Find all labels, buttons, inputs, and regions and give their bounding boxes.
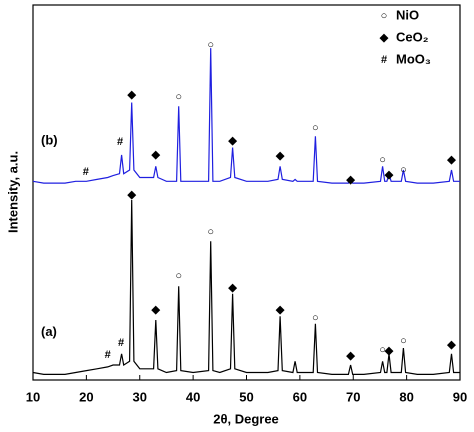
peak-marker: ◆ — [275, 304, 285, 316]
peak-marker: ◆ — [275, 150, 285, 162]
peak-marker: ○ — [379, 344, 386, 356]
x-tick-label: 50 — [239, 389, 253, 404]
x-tick-label: 10 — [26, 389, 40, 404]
peak-marker: ○ — [400, 164, 407, 176]
series-line — [32, 199, 460, 375]
x-tick-label: 60 — [293, 389, 307, 404]
x-tick-label: 70 — [346, 389, 360, 404]
x-tick-label: 40 — [186, 389, 200, 404]
y-axis-label: Intensity, a.u. — [5, 151, 20, 233]
series-line — [32, 48, 460, 184]
peak-marker: ◆ — [227, 135, 237, 147]
x-tick-label: 30 — [133, 389, 147, 404]
peak-marker: ◆ — [227, 282, 237, 294]
legend-label: MoO₃ — [396, 51, 431, 66]
peak-marker: ◆ — [127, 89, 137, 101]
peak-marker: ◆ — [345, 350, 355, 362]
peak-marker: ◆ — [345, 174, 355, 186]
peak-marker: ◆ — [384, 345, 394, 357]
peak-marker: # — [83, 166, 89, 178]
peak-marker: ○ — [379, 154, 386, 166]
peak-marker: # — [117, 136, 123, 148]
legend-label: NiO — [396, 7, 419, 22]
legend-symbol: ○ — [381, 10, 388, 22]
peak-marker: # — [105, 349, 111, 361]
peak-marker: ◆ — [446, 339, 456, 351]
x-tick-label: 80 — [399, 389, 413, 404]
x-tick-label: 20 — [79, 389, 93, 404]
legend-label: CeO₂ — [396, 29, 429, 44]
x-tick-label: 90 — [453, 389, 467, 404]
legend-symbol: # — [381, 54, 387, 66]
peak-marker: ○ — [175, 91, 182, 103]
peak-marker: ◆ — [127, 189, 137, 201]
x-axis-label: 2θ, Degree — [213, 411, 279, 426]
peak-marker: ○ — [175, 270, 182, 282]
legend-symbol: ◆ — [379, 32, 389, 44]
peak-marker: ○ — [400, 335, 407, 347]
peak-marker: ◆ — [446, 154, 456, 166]
peak-marker: ◆ — [151, 304, 161, 316]
peak-marker: ○ — [207, 226, 214, 238]
peak-marker: # — [118, 337, 124, 349]
peak-marker: ◆ — [384, 169, 394, 181]
peak-marker: ○ — [312, 312, 319, 324]
peak-marker: ○ — [207, 39, 214, 51]
series-label: (b) — [41, 133, 58, 148]
series-label: (a) — [41, 324, 57, 339]
peak-marker: ○ — [312, 122, 319, 134]
peak-marker: ◆ — [151, 149, 161, 161]
